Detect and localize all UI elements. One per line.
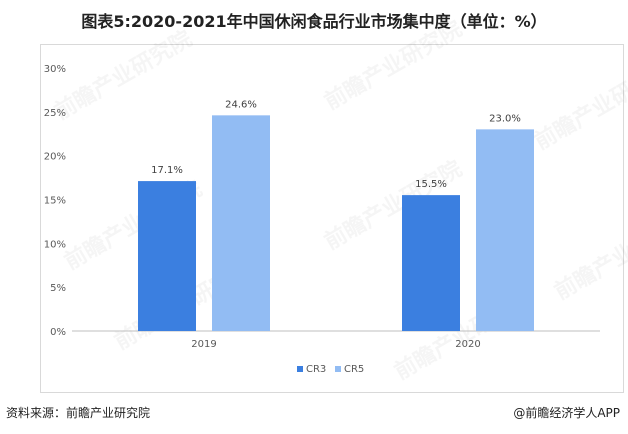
data-label: 17.1%: [151, 165, 183, 176]
y-tick-label: 25%: [44, 108, 66, 119]
data-label: 23.0%: [489, 113, 521, 124]
watermark-text: 前瞻产业研究院: [550, 206, 628, 306]
bar-cr5-2020: [476, 129, 534, 331]
y-axis: 0% 5% 10% 15% 20% 25% 30%: [44, 64, 66, 338]
brand-credit: @前瞻经济学人APP: [513, 406, 620, 420]
watermark-layer: 前瞻产业研究院前瞻产业研究院前瞻产业研究院前瞻产业研究院前瞻产业研究院前瞻产业研…: [50, 16, 628, 386]
bar-cr5-2019: [212, 115, 270, 331]
bar-cr3-2019: [138, 181, 196, 331]
y-tick-label: 10%: [44, 239, 66, 250]
chart-title: 图表5:2020-2021年中国休闲食品行业市场集中度（单位：%）: [81, 12, 547, 31]
legend-swatch-cr5: [335, 366, 341, 372]
legend-label: CR5: [344, 364, 364, 375]
legend-label: CR3: [306, 364, 326, 375]
y-tick-label: 0%: [50, 327, 66, 338]
x-tick-label: 2019: [191, 339, 216, 350]
x-axis-ticks: 2019 2020: [191, 339, 480, 350]
y-tick-label: 30%: [44, 64, 66, 75]
data-label: 15.5%: [415, 179, 447, 190]
watermark-text: 前瞻产业研究院: [320, 16, 466, 116]
bar-cr3-2020: [402, 195, 460, 331]
source-note: 资料来源：前瞻产业研究院: [6, 406, 151, 420]
bars-group: 17.1% 24.6% 15.5% 23.0%: [138, 99, 534, 331]
chart-frame: [40, 44, 624, 393]
x-tick-label: 2020: [455, 339, 480, 350]
legend-swatch-cr3: [297, 366, 303, 372]
watermark-text: 前瞻产业研究院: [530, 56, 628, 156]
y-tick-label: 5%: [50, 283, 66, 294]
y-tick-label: 20%: [44, 152, 66, 163]
y-tick-label: 15%: [44, 196, 66, 207]
data-label: 24.6%: [225, 99, 257, 110]
legend: CR3 CR5: [297, 364, 364, 375]
watermark-text: 前瞻产业研究院: [50, 26, 196, 126]
